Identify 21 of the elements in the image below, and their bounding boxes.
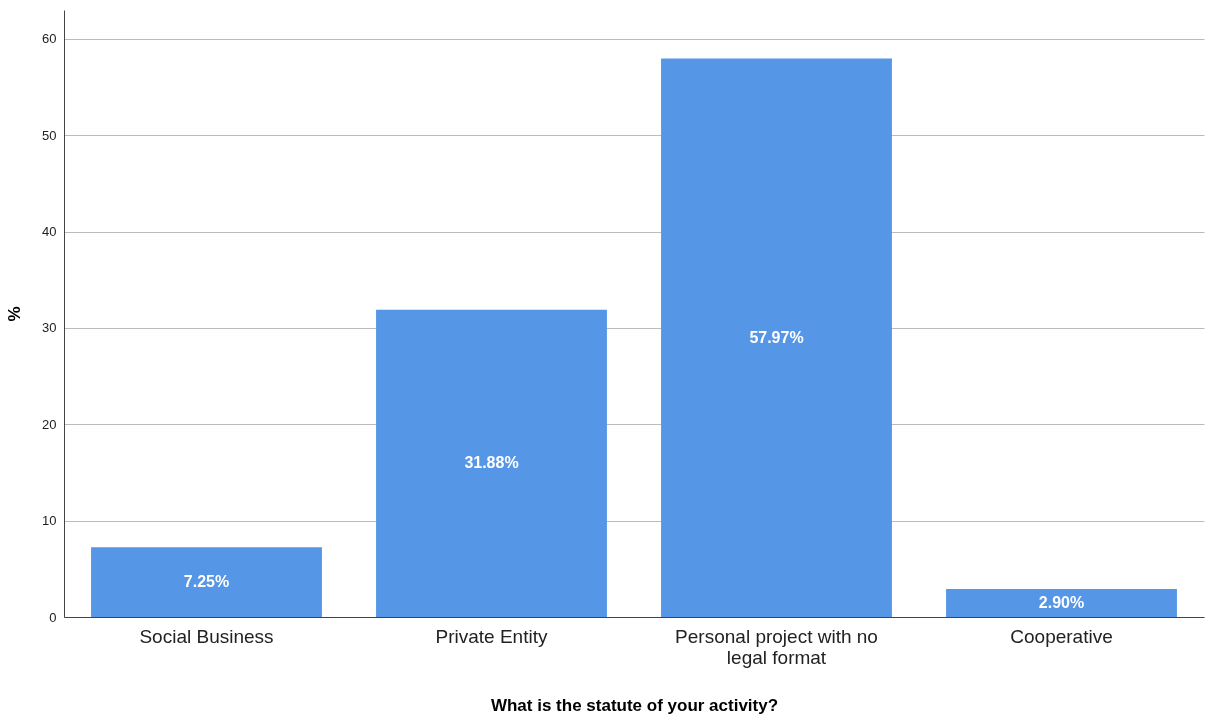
x-tick-label: Social Business [139, 625, 274, 647]
y-tick-label: 40 [42, 224, 57, 240]
x-tick-label: Personal project with no legal format [675, 625, 878, 668]
y-tick-label: 0 [49, 609, 57, 625]
bar [661, 58, 892, 617]
data-label: 7.25% [183, 573, 230, 591]
y-axis-title: % [5, 306, 25, 322]
y-tick-label: 20 [42, 416, 57, 432]
y-tick-label: 30 [42, 320, 57, 336]
y-tick-label: 60 [42, 31, 57, 47]
bar [91, 547, 322, 617]
x-tick-label: Cooperative [1010, 625, 1113, 647]
data-label: 57.97% [749, 328, 804, 346]
data-label: 31.88% [464, 454, 519, 472]
y-tick-label: 10 [42, 513, 57, 529]
x-tick-label: Private Entity [435, 625, 548, 647]
y-tick-label: 50 [42, 127, 57, 143]
data-label: 2.90% [1038, 594, 1085, 612]
bar [946, 589, 1177, 617]
x-axis-title: What is the statute of your activity? [490, 695, 779, 715]
bar [376, 309, 607, 617]
